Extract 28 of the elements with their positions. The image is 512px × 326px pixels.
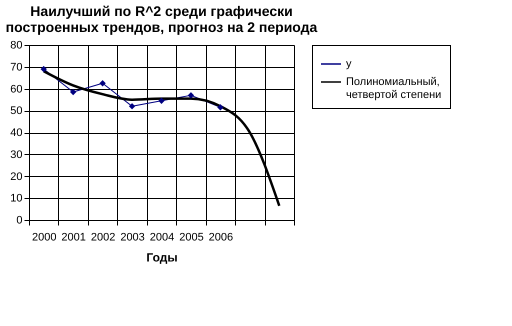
y-tick-label: 0 — [16, 214, 22, 226]
y-tick-label: 20 — [10, 170, 22, 183]
point — [70, 88, 76, 96]
legend-label: Полиномиальный, четвертой степени — [346, 76, 442, 101]
point — [188, 92, 194, 98]
x-tick-label: 2002 — [90, 232, 116, 244]
y-tick-label: 40 — [10, 127, 22, 139]
x-axis-title: Годы — [146, 250, 178, 264]
x-tick-label: 2001 — [61, 232, 86, 244]
y-tick-label: 60 — [10, 83, 22, 96]
x-tick-label: 2004 — [150, 232, 174, 244]
text: Наилучший по R^2 среди графически — [30, 3, 293, 19]
y-tick-label: 50 — [10, 105, 22, 118]
y-tick-label: 10 — [10, 192, 22, 205]
x-tick-label: 2005 — [179, 232, 204, 244]
point — [217, 104, 224, 111]
y-tick-label: 30 — [10, 148, 22, 161]
text: построенных трендов, прогноз на 2 периода — [6, 19, 318, 35]
point — [158, 98, 165, 104]
x-tick-label: 2000 — [32, 232, 56, 244]
point — [99, 80, 106, 86]
x-tick-label: 2003 — [120, 232, 145, 244]
y-tick-label: 70 — [10, 61, 22, 74]
point — [128, 103, 136, 110]
y-tick-label: 80 — [10, 40, 22, 52]
legend-label: y — [346, 58, 352, 70]
x-tick-label: 2006 — [208, 232, 234, 244]
point — [40, 66, 47, 72]
